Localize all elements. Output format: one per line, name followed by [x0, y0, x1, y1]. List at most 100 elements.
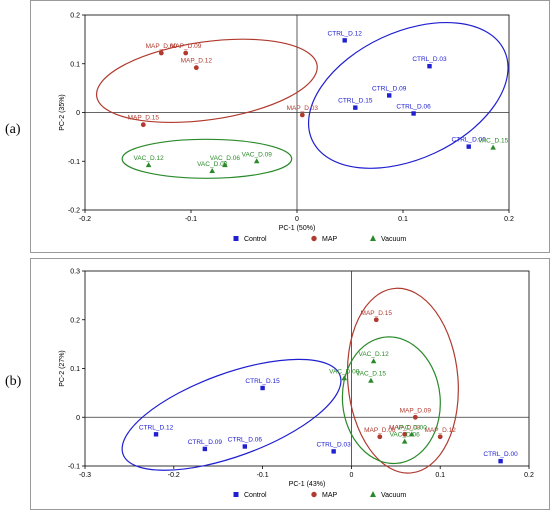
panel-b-point-map: [437, 434, 443, 440]
panel-a-point-map: [158, 50, 164, 56]
panel-a-point-control: [342, 38, 347, 43]
panel-b-point-label: VAC_D.00: [397, 424, 428, 431]
panel-b-point-label: VAC_D.15: [356, 371, 387, 378]
panel-a-point-control: [353, 105, 358, 110]
panel-b-point-label: CTRL_D.00: [483, 451, 518, 458]
panel-b-point-label: VAC_D.09: [329, 368, 360, 375]
panel-b-point-vacuum: [341, 375, 348, 381]
panel-b-point-label: VAC_D.12: [358, 351, 389, 358]
panel-a-point-vacuum: [209, 168, 215, 173]
panel-b-legend-label-map: MAP: [322, 492, 338, 499]
panel-b-legend-label-vacuum: Vacuum: [381, 492, 406, 499]
panel-a-point-control: [411, 111, 416, 116]
panel-a-label: (a): [5, 122, 21, 137]
panel-b-xtick-label: 0: [349, 472, 353, 479]
panel-a-ellipse-map: [95, 38, 318, 124]
panel-b-ylabel: PC-2 (27%): [59, 350, 66, 387]
panel-b-point-label: MAP_D.15: [361, 310, 393, 317]
panel-b-xtick-label: -0.1: [257, 472, 269, 479]
panel-a-point-label: VAC_D.15: [478, 138, 509, 145]
panel-b-xtick-label: 0.1: [435, 472, 445, 479]
panel-b-point-map: [402, 431, 408, 437]
panel-b-point-control: [260, 385, 265, 391]
panel-b-ellipse-vacuum: [341, 336, 441, 465]
panel-a-ytick-label: -0.1: [68, 159, 80, 166]
pca-plot-b-svg: -0.3 -0.2 -0.1 0 0.1 0.2 -0.1 0 0.1 0.2 0.3 PC-1 (4…: [59, 269, 534, 500]
panel-a-ytick-label: 0.2: [70, 13, 80, 20]
panel-a-xtick-label: -0.2: [79, 216, 91, 223]
panel-a-ytick-label: 0: [76, 110, 80, 117]
panel-b-xtick-label: -0.2: [168, 472, 180, 479]
panel-a-point-vacuum: [145, 162, 152, 168]
panel-b-point-label: MAP_D.09: [400, 407, 432, 414]
panel-b-point-label: MAP_D.03: [389, 424, 421, 431]
panel-a-point-map: [193, 65, 199, 71]
panel-b-point-control: [331, 449, 336, 454]
panel-a-xtick-label: 0.1: [398, 216, 408, 223]
panel-a-point-vacuum: [222, 162, 228, 168]
panel-a-ylabel: PC-2 (35%): [59, 94, 66, 131]
panel-b-legend-marker-control: [233, 492, 239, 497]
pca-plot-a-svg: -0.2 -0.1 0 0.1 0.2 -0.2 -0.1 0 0.1 0.2 PC-1 (50%)…: [59, 13, 514, 244]
panel-b-point-map: [373, 317, 379, 323]
panel-a-point-vacuum: [490, 144, 496, 150]
panel-b-legend-marker-vacuum: [370, 491, 376, 497]
panel-a-point-control: [427, 63, 432, 69]
panel-b-ellipse-control: [121, 358, 342, 471]
panel-a-point-control: [466, 144, 471, 149]
panel-b-point-vacuum: [370, 358, 377, 364]
panel-b-point-label: CTRL_D.06: [228, 437, 263, 444]
panel-a-point-label: CTRL_D.15: [338, 98, 373, 105]
panel-b-point-vacuum: [368, 377, 374, 383]
panel-b-ellipse-map: [346, 287, 459, 474]
panel-a-point-label: VAC_D.12: [133, 155, 164, 162]
panel-b-xtick-label: 0.2: [524, 472, 534, 479]
panel-b-point-label: CTRL_D.15: [245, 378, 280, 385]
panel-a-legend-label-map: MAP: [322, 236, 338, 243]
pca-plot-a: -0.2 -0.1 0 0.1 0.2 -0.2 -0.1 0 0.1 0.2 PC-1 (50%)…: [30, 0, 550, 253]
panel-a-xtick-label: 0.2: [504, 216, 514, 223]
panel-a-point-label: CTRL_D.06: [396, 103, 431, 110]
panel-b-point-label: MAP_D.12: [424, 427, 456, 434]
panel-a-point-label: MAP_D.09: [170, 43, 202, 50]
panel-a-legend-marker-control: [233, 236, 239, 241]
panel-a-point-vacuum: [253, 158, 260, 164]
panel-a-xlabel: PC-1 (50%): [279, 225, 316, 232]
panel-a-legend-marker-vacuum: [370, 235, 376, 241]
panel-b-point-map: [412, 414, 418, 420]
panel-b-point-label: CTRL_D.09: [188, 439, 223, 446]
panel-b-point-control: [242, 444, 248, 449]
panel-a-ytick-label: -0.2: [68, 208, 80, 215]
panel-b-ytick-label: 0: [76, 415, 80, 422]
panel-a-point-control: [387, 93, 392, 98]
panel-b-point-label: MAP_D.06: [364, 427, 396, 434]
panel-b-point-vacuum: [401, 438, 408, 444]
panel-b-legend-marker-map: [311, 491, 317, 498]
panel-a-xtick-label: 0: [295, 216, 299, 223]
panel-a-point-map: [299, 112, 305, 118]
pca-plot-b: -0.3 -0.2 -0.1 0 0.1 0.2 -0.1 0 0.1 0.2 0.3 PC-1 (4…: [30, 258, 550, 510]
panel-a-point-label: CTRL_D.03: [412, 56, 447, 63]
panel-a-point-label: MAP_D.12: [181, 58, 213, 65]
panel-a-point-label: MAP_D.03: [287, 105, 319, 112]
panel-b-xlabel: PC-1 (43%): [289, 481, 326, 488]
panel-b-point-vacuum: [408, 431, 415, 437]
panel-b-point-label: VAC_D.06: [390, 432, 421, 439]
panel-a-point-map: [183, 50, 189, 56]
panel-a-legend-marker-map: [311, 235, 317, 242]
panel-b-point-control: [153, 432, 159, 437]
panel-a-point-label: CTRL_D.00: [452, 137, 487, 144]
panel-b-ytick-label: 0.3: [70, 269, 80, 276]
panel-a-point-label: VAC_D.06: [210, 155, 241, 162]
panel-b-legend-label-control: Control: [244, 492, 267, 499]
panel-b-ytick-label: 0.1: [70, 366, 80, 373]
panel-a-point-label: VAC_D.09: [242, 151, 273, 158]
panel-a-ytick-label: 0.1: [70, 61, 80, 68]
panel-a-point-map: [140, 122, 146, 128]
panel-a-point-label: MAP_D.00: [146, 43, 178, 50]
panel-b-label: (b): [5, 374, 22, 389]
panel-b-point-label: CTRL_D.03: [316, 441, 351, 448]
panel-b-ytick-label: 0.2: [70, 317, 80, 324]
panel-a-point-label: VAC_D.00: [197, 161, 228, 168]
panel-a-ellipse-vacuum: [121, 138, 293, 179]
